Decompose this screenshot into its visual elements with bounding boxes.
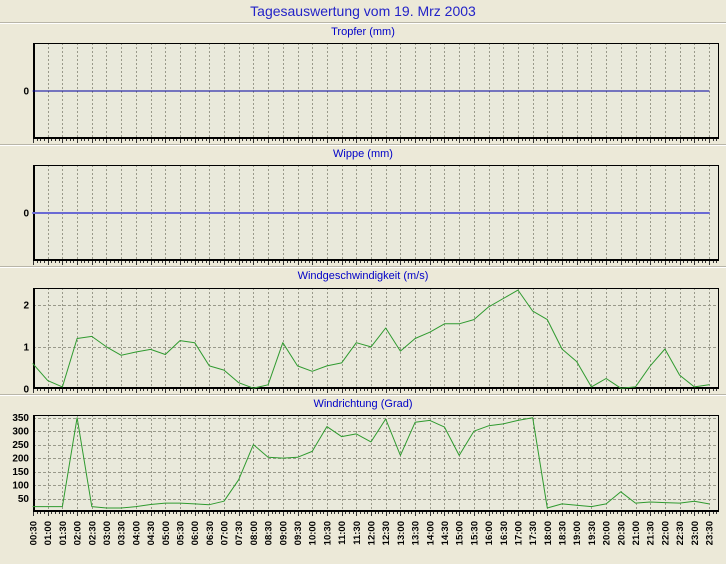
x-tick-label: 16:00: [484, 521, 495, 545]
x-tick-label: 18:30: [558, 521, 569, 545]
x-tick-label: 08:00: [249, 521, 260, 545]
plot-area: [33, 415, 719, 512]
x-tick-label: 01:00: [43, 521, 54, 545]
x-tick-label: 05:30: [175, 521, 186, 545]
x-tick-label: 07:00: [220, 521, 231, 545]
chart-title-windgeschwindigkeit: Windgeschwindigkeit (m/s): [297, 270, 429, 282]
wippe-chart: 0: [23, 165, 719, 265]
x-tick-label: 06:00: [190, 521, 201, 545]
x-tick-label: 13:30: [411, 521, 422, 545]
y-tick-label: 0: [23, 209, 29, 220]
x-tick-label: 21:00: [631, 521, 642, 545]
x-tick-label: 11:30: [352, 521, 363, 545]
y-tick-label: 100: [12, 481, 29, 492]
chart-block-windgeschwindigkeit: Windgeschwindigkeit (m/s) 0 1 2: [0, 268, 726, 394]
x-tick-label: 22:30: [675, 521, 686, 545]
x-tick-label: 09:30: [293, 521, 304, 545]
x-tick-label: 17:30: [528, 521, 539, 545]
x-tick-label: 12:30: [381, 521, 392, 545]
x-tick-label: 15:00: [455, 521, 466, 545]
x-tick-label: 20:00: [602, 521, 613, 545]
x-tick-label: 04:00: [131, 521, 142, 545]
x-tick-label: 22:00: [660, 521, 671, 545]
tropfer-chart: 0: [23, 43, 719, 143]
x-tick-label: 03:30: [117, 521, 128, 545]
x-tick-label: 23:00: [690, 521, 701, 545]
x-tick-label: 17:00: [513, 521, 524, 545]
x-tick-label: 19:00: [572, 521, 583, 545]
separator: [0, 22, 726, 24]
x-tick-label: 14:00: [425, 521, 436, 545]
chart-title-tropfer: Tropfer (mm): [331, 26, 395, 38]
y-tick-label: 50: [18, 494, 30, 505]
page-title: Tagesauswertung vom 19. Mrz 2003: [250, 3, 476, 19]
windgeschwindigkeit-series-line: [32, 289, 710, 389]
chart-block-wippe: Wippe (mm) 0: [0, 146, 726, 266]
x-tick-label: 19:30: [587, 521, 598, 545]
separator: [0, 266, 726, 268]
x-tick-label: 10:30: [322, 521, 333, 545]
x-tick-label: 15:30: [469, 521, 480, 545]
x-tick-label: 00:30: [29, 521, 40, 545]
x-tick-label: 03:00: [102, 521, 113, 545]
x-tick-label: 18:00: [543, 521, 554, 545]
y-tick-label: 250: [12, 440, 29, 451]
chart-block-tropfer: Tropfer (mm) 0: [0, 24, 726, 144]
windrichtung-chart: 50 100 150 200 250 300 350 00:30 01:00 01:30 02:00…: [12, 413, 719, 545]
y-tick-label: 0: [23, 87, 29, 98]
windrichtung-series-line: [32, 417, 710, 509]
y-tick-label: 300: [12, 427, 29, 438]
x-tick-label: 16:30: [499, 521, 510, 545]
x-tick-label: 10:00: [308, 521, 319, 545]
y-tick-label: 2: [23, 300, 29, 311]
y-tick-label: 200: [12, 454, 29, 465]
x-tick-label: 12:00: [367, 521, 378, 545]
x-tick-label: 08:30: [264, 521, 275, 545]
x-tick-label: 07:30: [234, 521, 245, 545]
x-tick-label: 20:30: [616, 521, 627, 545]
y-tick-label: 350: [12, 413, 29, 424]
x-tick-label: 23:30: [705, 521, 716, 545]
x-tick-label: 13:00: [396, 521, 407, 545]
chart-title-wippe: Wippe (mm): [333, 148, 393, 160]
chart-title-windrichtung: Windrichtung (Grad): [313, 398, 413, 410]
x-tick-label: 01:30: [58, 521, 69, 545]
y-tick-label: 1: [23, 342, 29, 353]
separator: [0, 394, 726, 396]
x-tick-label: 21:30: [646, 521, 657, 545]
x-tick-label: 02:00: [73, 521, 84, 545]
x-tick-label: 14:30: [440, 521, 451, 545]
x-tick-label: 02:30: [87, 521, 98, 545]
y-tick-label: 150: [12, 467, 29, 478]
chart-block-windrichtung: Windrichtung (Grad) 50 100 150 200 250 300 350…: [0, 396, 726, 562]
plot-area: [33, 288, 719, 389]
windgeschwindigkeit-chart: 0 1 2: [23, 288, 719, 395]
x-tick-label: 11:00: [337, 521, 348, 545]
x-tick-label: 04:30: [146, 521, 157, 545]
y-tick-label: 0: [23, 385, 29, 395]
x-tick-label: 05:00: [161, 521, 172, 545]
x-tick-label: 09:00: [278, 521, 289, 545]
separator: [0, 144, 726, 146]
x-tick-label: 06:30: [205, 521, 216, 545]
